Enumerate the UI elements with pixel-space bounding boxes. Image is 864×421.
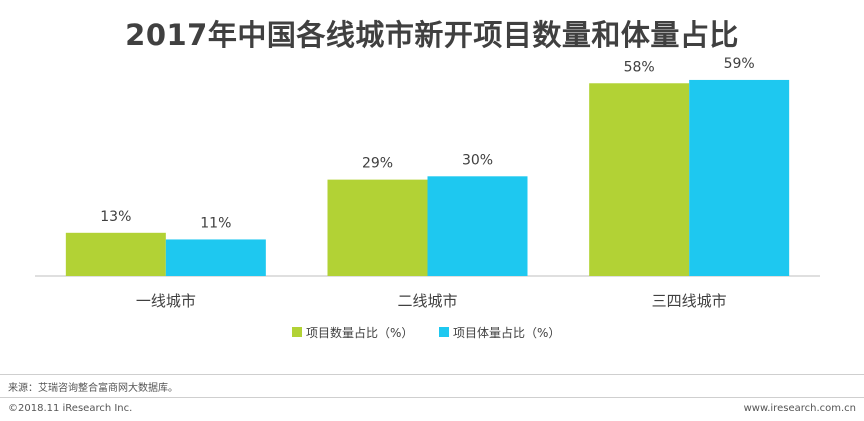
legend-swatch — [439, 327, 449, 337]
legend-swatch — [292, 327, 302, 337]
bar-2-3 — [689, 79, 790, 276]
legend-label: 项目数量占比（%） — [306, 325, 413, 340]
footer-divider-top — [0, 374, 864, 375]
bar-1-2 — [327, 179, 428, 276]
data-label: 58% — [624, 59, 655, 75]
data-label: 29% — [362, 156, 393, 172]
data-label: 30% — [462, 152, 493, 168]
bar-1-1 — [65, 232, 166, 276]
copyright: ©2018.11 iResearch Inc. — [8, 403, 133, 414]
x-tick-label: 一线城市 — [136, 292, 196, 310]
x-tick-label: 三四线城市 — [652, 292, 727, 310]
bar-1-3 — [589, 83, 690, 276]
bar-chart: 13% 11% 一线城市 29% 30% 二线城市 58% 59% 三四线城市项目数量占比（%）… — [35, 56, 820, 340]
x-tick-label: 二线城市 — [397, 292, 457, 310]
footer-divider-bottom — [0, 397, 864, 398]
data-label: 59% — [724, 56, 755, 72]
data-label: 11% — [200, 215, 231, 231]
source-note: 来源：艾瑞咨询整合富商网大数据库。 — [8, 383, 178, 394]
bar-2-2 — [427, 176, 528, 276]
chart-title: 2017年中国各线城市新开项目数量和体量占比 — [125, 18, 739, 52]
website: www.iresearch.com.cn — [743, 403, 856, 414]
bar-2-1 — [165, 239, 266, 276]
data-label: 13% — [100, 209, 131, 225]
legend-label: 项目体量占比（%） — [453, 325, 560, 340]
